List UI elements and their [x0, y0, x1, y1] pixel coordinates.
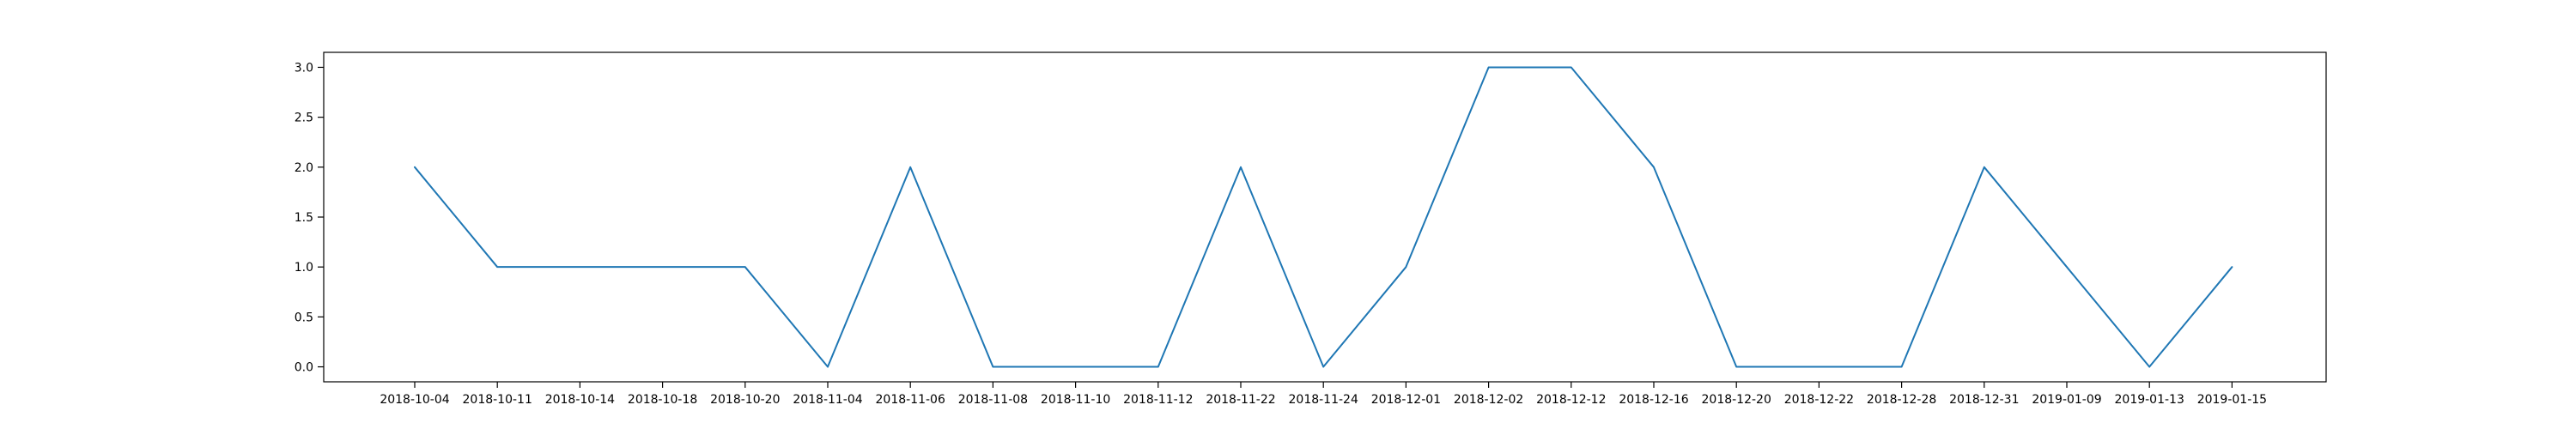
plot-frame	[323, 51, 2327, 383]
x-tick-label: 2018-12-28	[1867, 393, 1936, 407]
x-tick-label: 2018-11-08	[958, 393, 1028, 407]
x-tick-label: 2018-10-20	[710, 393, 780, 407]
x-tick-label: 2019-01-13	[2115, 393, 2184, 407]
x-tick-label: 2018-12-16	[1619, 393, 1688, 407]
x-tick-label: 2018-12-02	[1454, 393, 1523, 407]
x-tick-label: 2018-11-04	[793, 393, 862, 407]
y-tick-label: 3.0	[295, 61, 313, 75]
x-tick-label: 2019-01-09	[2032, 393, 2101, 407]
y-tick-label: 0.0	[295, 361, 313, 375]
y-tick-label: 2.0	[295, 161, 313, 175]
x-tick-label: 2018-11-10	[1041, 393, 1110, 407]
x-tick-label: 2018-12-12	[1536, 393, 1606, 407]
x-tick-label: 2018-11-24	[1289, 393, 1358, 407]
x-tick-label: 2018-12-20	[1702, 393, 1771, 407]
x-tick-label: 2018-10-04	[380, 393, 449, 407]
x-tick-label: 2018-12-01	[1371, 393, 1441, 407]
x-tick-label: 2018-11-22	[1206, 393, 1275, 407]
x-axis: 2018-10-04 2018-10-11 2018-10-14 2018-10-18…	[380, 382, 2267, 407]
x-tick-label: 2018-10-14	[545, 393, 615, 407]
y-tick-label: 1.5	[295, 211, 313, 225]
series-line	[414, 66, 2233, 368]
x-tick-label: 2018-11-06	[876, 393, 945, 407]
x-tick-label: 2018-10-18	[628, 393, 697, 407]
y-tick-label: 2.5	[295, 112, 313, 125]
y-tick-label: 1.0	[295, 261, 313, 275]
y-axis: 0.0 0.5 1.0 1.5 2.0 2.5 3.0	[295, 61, 324, 375]
x-tick-label: 2018-10-11	[463, 393, 532, 407]
x-tick-label: 2018-11-12	[1123, 393, 1193, 407]
x-tick-label: 2019-01-15	[2197, 393, 2267, 407]
x-tick-label: 2018-12-31	[1949, 393, 2019, 407]
series-layer	[414, 66, 2233, 368]
y-tick-label: 0.5	[295, 311, 313, 324]
x-tick-label: 2018-12-22	[1784, 393, 1854, 407]
